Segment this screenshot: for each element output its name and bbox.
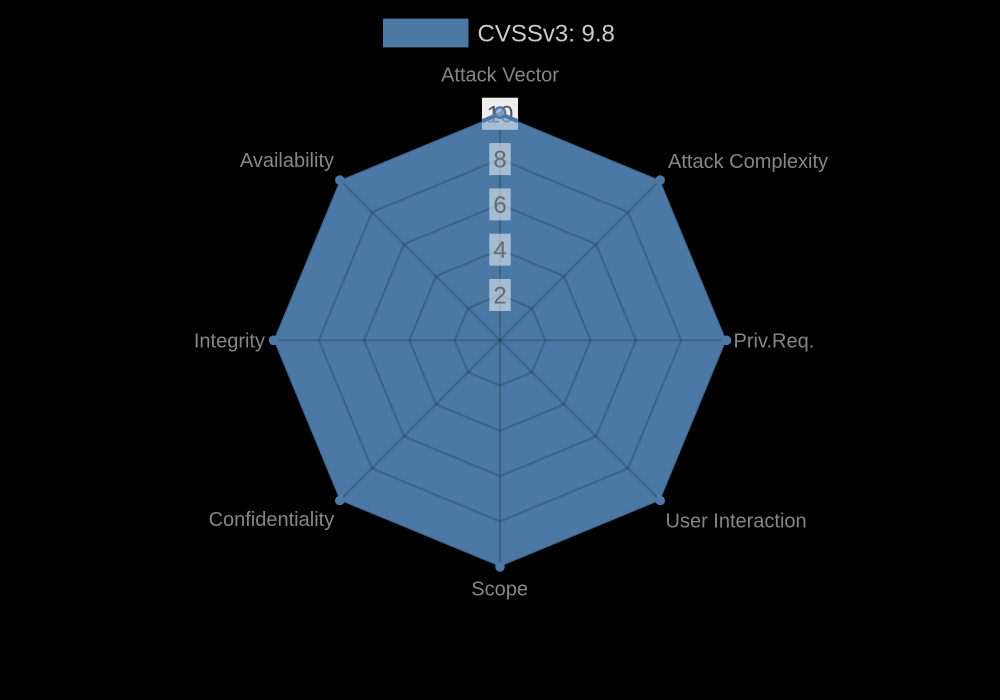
svg-text:Priv.Req.: Priv.Req. [734,330,815,352]
svg-text:Attack Complexity: Attack Complexity [668,151,828,173]
svg-text:4: 4 [493,237,506,264]
svg-text:Attack Vector: Attack Vector [441,65,559,87]
svg-text:CVSSv3: 9.8: CVSSv3: 9.8 [478,21,615,48]
svg-text:2: 2 [493,283,506,310]
svg-text:8: 8 [493,147,506,174]
svg-text:Integrity: Integrity [194,330,265,352]
svg-text:Confidentiality: Confidentiality [209,509,335,531]
svg-text:Availability: Availability [240,150,334,172]
svg-text:Scope: Scope [471,578,528,600]
svg-text:6: 6 [493,192,506,219]
svg-text:User Interaction: User Interaction [666,510,807,532]
